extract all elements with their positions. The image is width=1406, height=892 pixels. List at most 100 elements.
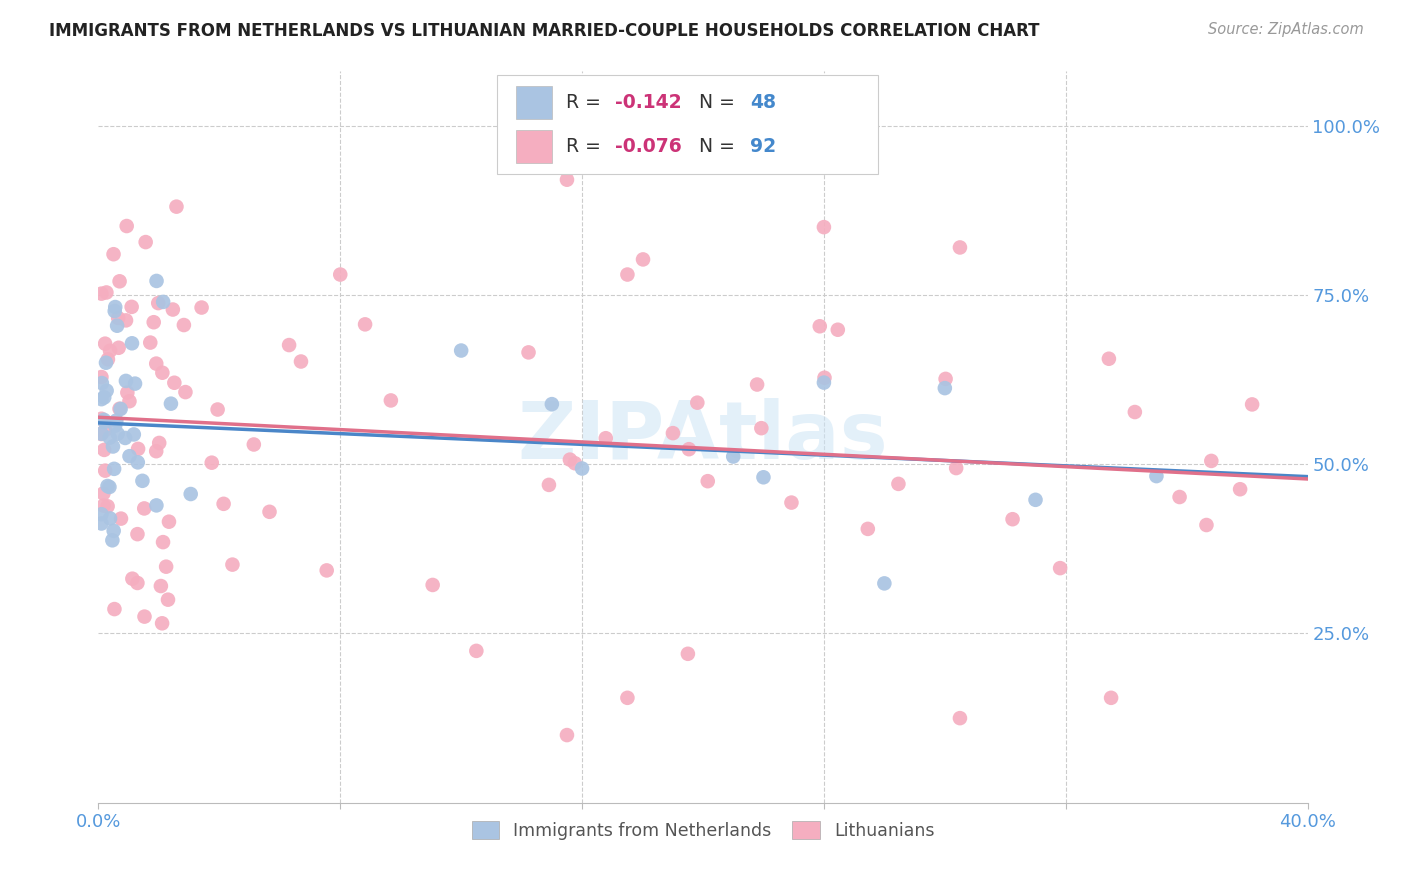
Point — [201, 456, 224, 470]
Point — [678, 442, 700, 457]
Point — [94, 415, 117, 429]
Point — [723, 450, 745, 464]
Point — [124, 376, 146, 391]
Point — [108, 401, 131, 416]
Point — [94, 356, 117, 370]
Point — [157, 515, 180, 529]
Point — [115, 219, 138, 233]
Point — [98, 431, 121, 445]
Point — [243, 437, 266, 451]
Text: ZIPAtlas: ZIPAtlas — [517, 398, 889, 476]
Point — [160, 397, 183, 411]
Point — [190, 301, 212, 315]
Point — [935, 372, 957, 386]
Point — [1049, 561, 1071, 575]
Point — [827, 323, 849, 337]
Point — [1098, 351, 1121, 366]
Point — [149, 579, 172, 593]
Point — [537, 478, 560, 492]
Point — [94, 423, 117, 437]
Point — [105, 413, 128, 427]
Point — [93, 486, 115, 500]
Point — [465, 644, 488, 658]
Point — [121, 572, 143, 586]
Legend: Immigrants from Netherlands, Lithuanians: Immigrants from Netherlands, Lithuanians — [464, 814, 942, 847]
Point — [949, 711, 972, 725]
Point — [150, 366, 173, 380]
Point — [127, 527, 149, 541]
Point — [145, 274, 167, 288]
Point — [949, 240, 972, 254]
Point — [104, 300, 127, 314]
Point — [558, 452, 581, 467]
Point — [450, 343, 472, 358]
Point — [945, 461, 967, 475]
Point — [90, 370, 112, 384]
Point — [107, 311, 129, 326]
FancyBboxPatch shape — [516, 86, 551, 119]
Point — [118, 449, 141, 463]
Point — [329, 268, 352, 282]
Point — [745, 377, 768, 392]
Point — [752, 470, 775, 484]
Point — [94, 336, 117, 351]
Point — [90, 392, 112, 406]
Text: N =: N = — [699, 136, 741, 156]
Text: -0.076: -0.076 — [614, 136, 682, 156]
Point — [96, 285, 118, 300]
Point — [174, 385, 197, 400]
Point — [155, 559, 177, 574]
Point — [616, 268, 638, 282]
Point — [813, 376, 835, 390]
Point — [676, 647, 699, 661]
Point — [354, 318, 377, 332]
Point — [93, 499, 115, 513]
Point — [93, 391, 115, 405]
Point — [127, 442, 149, 456]
Point — [107, 341, 129, 355]
Point — [121, 300, 143, 314]
Point — [212, 497, 235, 511]
Point — [1001, 512, 1024, 526]
Point — [127, 455, 149, 469]
Point — [94, 464, 117, 478]
Point — [90, 376, 112, 390]
Point — [696, 474, 718, 488]
Point — [751, 421, 773, 435]
Point — [1241, 397, 1264, 411]
Point — [1201, 454, 1223, 468]
Text: 92: 92 — [751, 136, 776, 156]
Point — [90, 426, 112, 441]
Point — [103, 247, 125, 261]
Point — [180, 487, 202, 501]
Point — [780, 495, 803, 509]
Point — [166, 200, 188, 214]
Point — [103, 602, 125, 616]
Point — [103, 462, 125, 476]
Point — [631, 252, 654, 267]
Point — [114, 431, 136, 445]
Point — [555, 172, 578, 186]
Point — [145, 357, 167, 371]
Point — [616, 690, 638, 705]
Point — [1144, 469, 1167, 483]
Point — [150, 616, 173, 631]
Point — [1099, 690, 1122, 705]
Point — [90, 508, 112, 522]
Point — [517, 345, 540, 359]
Point — [152, 535, 174, 549]
Point — [115, 374, 138, 388]
Point — [315, 563, 337, 577]
Point — [104, 304, 127, 318]
Point — [813, 370, 835, 384]
Point — [564, 456, 586, 470]
Point — [1195, 518, 1218, 533]
Point — [259, 505, 281, 519]
Point — [1123, 405, 1146, 419]
FancyBboxPatch shape — [498, 75, 879, 174]
Point — [103, 524, 125, 538]
Point — [96, 479, 118, 493]
Point — [107, 426, 129, 441]
Point — [134, 501, 156, 516]
Text: N =: N = — [699, 93, 741, 112]
